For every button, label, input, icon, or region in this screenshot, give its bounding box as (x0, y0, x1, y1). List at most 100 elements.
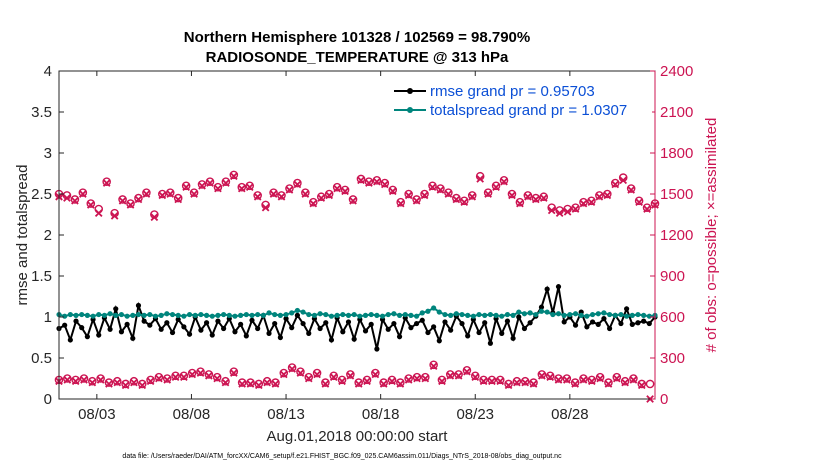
rmse-point (289, 325, 295, 331)
rmse-point (96, 332, 102, 338)
obs-assimilated-marker (126, 201, 135, 209)
rmse-point (345, 319, 352, 325)
obs-assimilated-marker (110, 212, 119, 220)
rmse-point (79, 325, 85, 331)
legend-label-spread: totalspread grand pr = 1.0307 (430, 102, 627, 119)
obs-assimilated-marker (428, 183, 437, 192)
obs-possible-marker (285, 184, 294, 193)
obs-possible-marker (504, 379, 513, 389)
data-layer (54, 170, 660, 403)
obs-possible-marker (362, 375, 372, 385)
obs-assimilated-marker (635, 198, 643, 207)
obs-assimilated-marker (271, 380, 280, 388)
totalspread-point (544, 309, 550, 315)
obs-possible-marker (154, 372, 164, 382)
obs-possible-marker (429, 360, 438, 370)
totalspread-point (323, 311, 329, 318)
obs-possible-marker (246, 378, 255, 387)
rmse-line (58, 285, 656, 350)
obs-assimilated-marker (354, 380, 363, 388)
obs-possible-marker (612, 372, 622, 382)
rmse-point (164, 320, 170, 326)
totalspread-point (635, 311, 641, 318)
totalspread-point (351, 311, 357, 318)
obs-possible-marker (126, 199, 135, 208)
obs-assimilated-marker (629, 376, 638, 384)
totalspread-point (431, 305, 437, 311)
y-axis-label: rmse and totalspread (14, 165, 31, 306)
obs-assimilated-marker (71, 377, 80, 386)
obs-assimilated-marker (279, 370, 288, 379)
rmse-point (408, 325, 414, 331)
totalspread-point (612, 312, 618, 318)
obs-assimilated-marker (562, 376, 571, 384)
totalspread-point (572, 311, 579, 317)
obs-assimilated-marker (277, 192, 286, 201)
obs-assimilated-marker (412, 196, 421, 205)
obs-possible-marker (539, 192, 549, 202)
plot-area (59, 71, 655, 399)
obs-assimilated-marker (371, 370, 380, 379)
obs-possible-marker (604, 378, 613, 387)
obs-assimilated-marker (413, 374, 421, 383)
totalspread-point (493, 312, 499, 318)
obs-possible-marker (562, 374, 572, 383)
obs-possible-marker (445, 370, 455, 379)
obs-assimilated-marker (190, 190, 198, 198)
obs-possible-marker (570, 378, 580, 387)
rmse-point (391, 320, 397, 327)
totalspread-point (243, 311, 249, 318)
obs-possible-marker (287, 363, 297, 372)
obs-assimilated-marker (404, 376, 413, 384)
obs-possible-marker (146, 375, 155, 385)
obs-possible-marker (515, 197, 525, 207)
obs-possible-marker (237, 182, 247, 192)
obs-assimilated-marker (595, 192, 604, 201)
obs-assimilated-marker (146, 377, 155, 386)
rmse-point (527, 320, 533, 326)
obs-assimilated-marker (63, 376, 72, 384)
totalspread-point (618, 311, 624, 318)
obs-assimilated-marker (365, 179, 373, 187)
obs-assimilated-marker (388, 377, 396, 386)
y-tick-label: 1 (44, 309, 52, 326)
totalspread-point (79, 311, 85, 318)
obs-possible-marker (595, 191, 604, 200)
obs-possible-marker (262, 376, 272, 386)
totalspread-point (141, 312, 147, 318)
obs-assimilated-marker (166, 190, 175, 198)
obs-assimilated-marker (571, 380, 579, 388)
obs-assimilated-marker (245, 183, 254, 192)
obs-possible-marker (162, 374, 172, 383)
obs-possible-marker (88, 376, 97, 386)
rmse-point (425, 329, 431, 336)
obs-assimilated-marker (538, 371, 546, 380)
y-tick-label: 0.5 (31, 350, 52, 367)
totalspread-point (595, 311, 601, 317)
obs-assimilated-marker (180, 373, 188, 381)
totalspread-point (589, 311, 596, 318)
rmse-point (186, 331, 193, 337)
obs-assimilated-marker (454, 371, 463, 380)
obs-possible-marker (196, 367, 205, 376)
y-right-tick-label: 900 (660, 268, 685, 285)
totalspread-point (118, 311, 125, 318)
totalspread-point (385, 311, 391, 318)
rmse-point (198, 327, 204, 333)
legend-box (390, 78, 652, 122)
obs-possible-marker (459, 196, 469, 206)
obs-assimilated-marker (325, 191, 334, 200)
obs-possible-marker (79, 374, 89, 383)
legend-marker-spread (407, 107, 413, 113)
obs-assimilated-marker (338, 377, 346, 386)
obs-possible-marker (571, 203, 580, 212)
obs-possible-marker (348, 195, 358, 204)
totalspread-point (90, 313, 96, 319)
obs-possible-marker (70, 195, 80, 204)
totalspread-point (629, 312, 635, 318)
obs-possible-marker (520, 376, 530, 386)
obs-assimilated-marker (205, 371, 213, 380)
rmse-point (107, 326, 113, 332)
totalspread-point (527, 310, 533, 316)
rmse-point (544, 286, 550, 292)
